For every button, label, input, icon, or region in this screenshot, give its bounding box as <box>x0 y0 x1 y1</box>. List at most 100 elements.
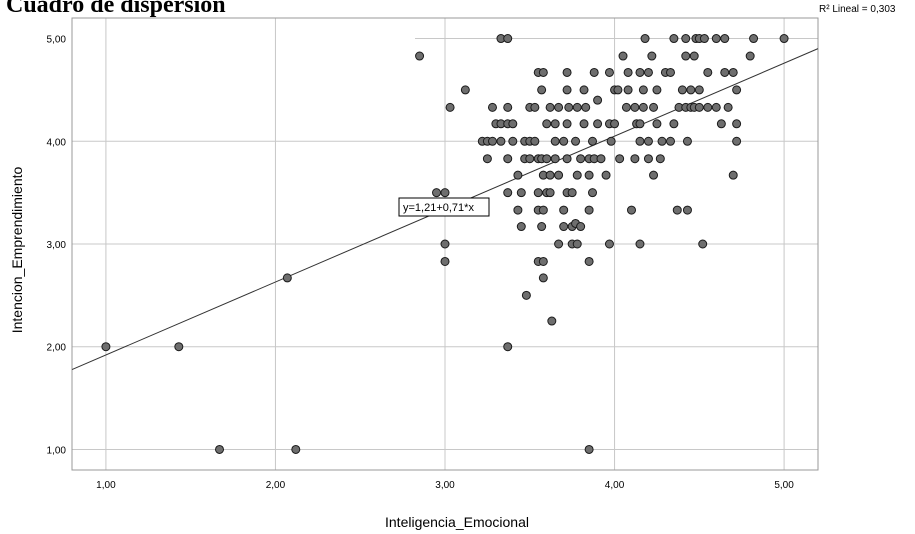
data-point <box>572 239 582 249</box>
x-tick-label: 1,00 <box>96 480 116 491</box>
data-point <box>720 67 730 77</box>
data-point <box>525 154 535 164</box>
data-point <box>576 154 586 164</box>
data-point <box>550 154 560 164</box>
data-point <box>545 188 555 198</box>
data-point <box>579 85 589 95</box>
data-point <box>101 342 111 352</box>
data-point <box>554 102 564 112</box>
data-point <box>728 67 738 77</box>
data-point <box>554 170 564 180</box>
data-point <box>681 51 691 61</box>
data-point <box>703 102 713 112</box>
data-point <box>584 256 594 266</box>
data-point <box>604 67 614 77</box>
data-point <box>643 154 653 164</box>
data-point <box>559 222 569 232</box>
data-point <box>415 51 425 61</box>
data-point <box>694 102 704 112</box>
data-point <box>723 102 733 112</box>
data-point <box>682 136 692 146</box>
data-point <box>588 136 598 146</box>
data-point <box>562 154 572 164</box>
data-point <box>623 85 633 95</box>
data-point <box>643 67 653 77</box>
y-tick-label: 4,00 <box>47 137 67 148</box>
data-point <box>440 188 450 198</box>
data-point <box>282 273 292 283</box>
x-tick-label: 5,00 <box>774 480 794 491</box>
y-tick-label: 3,00 <box>47 240 67 251</box>
data-point <box>615 154 625 164</box>
data-point <box>460 85 470 95</box>
data-point <box>440 239 450 249</box>
x-tick-label: 4,00 <box>605 480 625 491</box>
data-point <box>550 119 560 129</box>
data-point <box>596 154 606 164</box>
data-point <box>627 205 636 215</box>
data-point <box>655 154 665 164</box>
data-point <box>647 51 657 61</box>
data-point <box>562 85 572 95</box>
equation-box: y=1,21+0,71*x <box>398 197 490 217</box>
data-point <box>732 85 742 95</box>
data-point <box>538 205 548 215</box>
data-point <box>496 136 506 146</box>
plot-frame <box>71 17 819 471</box>
data-point <box>698 239 708 249</box>
data-point <box>635 136 645 146</box>
data-point <box>487 102 497 112</box>
data-point <box>728 170 738 180</box>
data-point <box>440 256 450 266</box>
data-point <box>623 67 633 77</box>
data-point <box>545 170 555 180</box>
data-point <box>630 102 640 112</box>
data-point <box>779 34 789 44</box>
data-point <box>215 444 225 454</box>
data-point <box>550 136 560 146</box>
data-point <box>672 205 682 215</box>
data-point <box>589 67 599 77</box>
data-point <box>538 67 548 77</box>
data-point <box>530 102 540 112</box>
data-point <box>503 102 513 112</box>
data-point <box>542 154 552 164</box>
data-point <box>681 34 691 44</box>
data-point <box>503 188 513 198</box>
data-point <box>720 34 730 44</box>
x-tick-label: 2,00 <box>266 480 286 491</box>
data-point <box>432 188 442 198</box>
data-point <box>562 67 572 77</box>
data-point <box>686 85 696 95</box>
data-point <box>562 119 572 129</box>
data-point <box>745 51 755 61</box>
data-points <box>101 34 789 454</box>
data-point <box>665 67 675 77</box>
data-point <box>613 85 623 95</box>
data-point <box>635 119 645 129</box>
data-point <box>567 188 577 198</box>
data-point <box>606 136 616 146</box>
data-point <box>643 136 653 146</box>
x-tick-label: 3,00 <box>435 480 455 491</box>
data-point <box>513 170 523 180</box>
data-point <box>593 119 603 129</box>
data-point <box>542 119 552 129</box>
data-point <box>732 119 742 129</box>
r2-label: R² Lineal = 0,303 <box>819 4 896 15</box>
data-point <box>503 342 513 352</box>
data-point <box>521 290 531 300</box>
data-point <box>682 205 692 215</box>
data-point <box>571 136 581 146</box>
data-point <box>665 136 675 146</box>
data-point <box>547 316 557 326</box>
chart-title: Cuadro de dispersión <box>6 0 226 18</box>
data-point <box>689 51 699 61</box>
data-point <box>694 85 704 95</box>
data-point <box>579 119 589 129</box>
data-point <box>610 119 620 129</box>
data-point <box>482 154 492 164</box>
data-point <box>508 136 518 146</box>
data-point <box>508 119 518 129</box>
